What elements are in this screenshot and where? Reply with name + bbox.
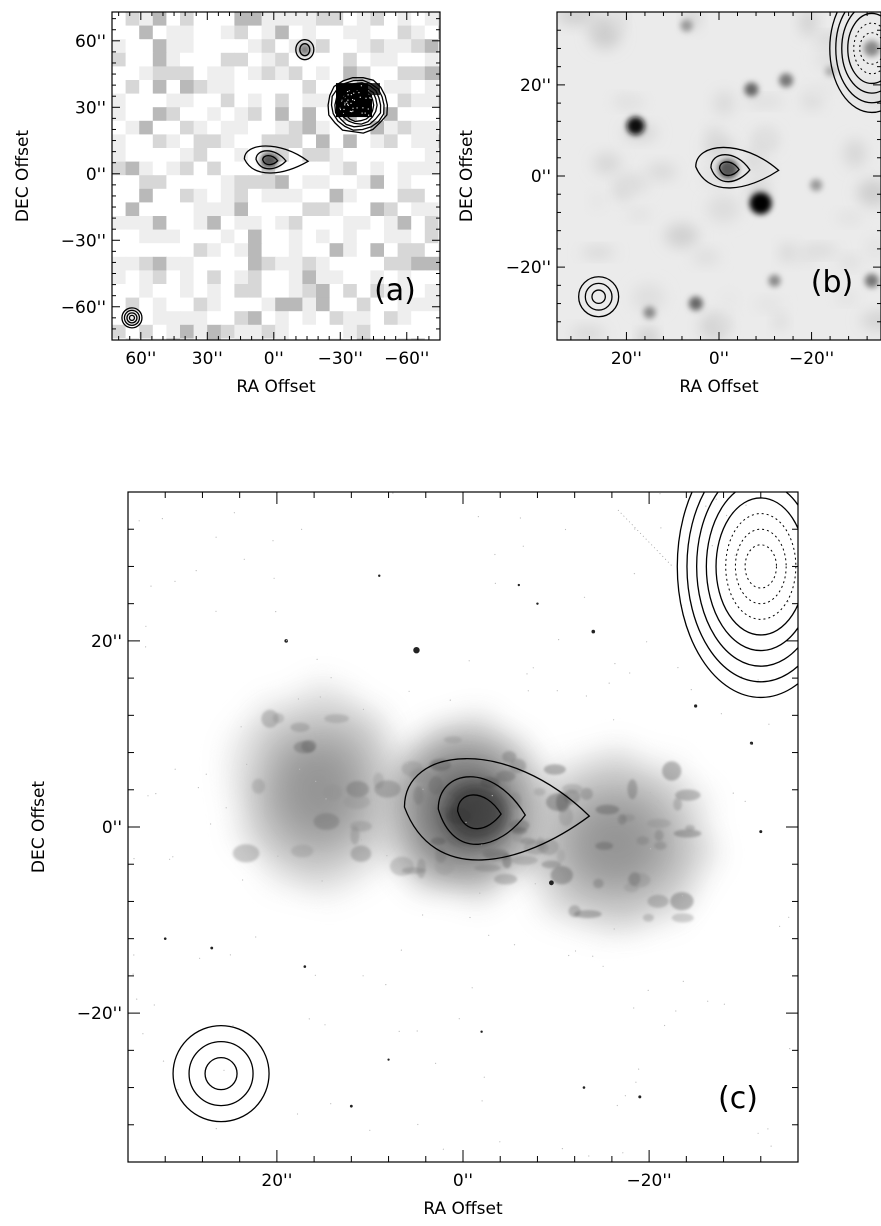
x-tick-label: −20'' (789, 349, 834, 369)
y-tick-label: 0'' (86, 165, 106, 185)
image-3 (128, 492, 798, 1162)
y-tick-label: 20'' (520, 76, 551, 96)
x-tick-label: −30'' (318, 349, 363, 369)
x-tick-label: 0'' (453, 1171, 473, 1191)
x-tick-label: 20'' (261, 1171, 292, 1191)
x-tick-label: 60'' (125, 349, 156, 369)
y-tick-label: 30'' (75, 98, 106, 118)
beam-3 (172, 1024, 270, 1123)
y-tick-label: −30'' (61, 231, 106, 251)
axes-1 (112, 12, 441, 341)
y-tick-label: −20'' (77, 1004, 122, 1024)
y-tick-label: 20'' (91, 632, 122, 652)
contours-2 (695, 12, 881, 189)
x-tick-label: 0'' (709, 349, 729, 369)
frame-1 (111, 11, 441, 341)
contours-3 (403, 492, 798, 861)
beam-1 (121, 307, 143, 329)
axes-3 (127, 491, 799, 1163)
beam-2 (578, 276, 620, 318)
panel-c: 20'' 0'' −20'' 20'' 0'' −20'' RA Offset DEC Off… (29, 491, 799, 1219)
panel-b: 20'' 0'' −20'' 20'' 0'' −20'' RA Offset DEC Off… (457, 11, 881, 397)
x-tick-label: 0'' (264, 349, 284, 369)
x-tick-label: −20'' (626, 1171, 671, 1191)
y-tick-label: −60'' (61, 298, 106, 318)
panel-label: (b) (811, 265, 853, 300)
panel-label: (c) (718, 1081, 758, 1116)
x-tick-label: 30'' (192, 349, 223, 369)
y-axis-label: DEC Offset (29, 781, 49, 874)
x-axis-label: RA Offset (236, 377, 316, 397)
x-axis-label: RA Offset (423, 1199, 503, 1219)
contours-1 (243, 39, 389, 174)
x-tick-label: −60'' (384, 349, 429, 369)
x-axis-label: RA Offset (679, 377, 759, 397)
y-tick-label: 60'' (75, 32, 106, 52)
y-tick-label: −20'' (506, 258, 551, 278)
axes-2 (557, 11, 881, 341)
y-tick-label: 0'' (102, 818, 122, 838)
image-2 (557, 12, 881, 340)
panel-a: 60'' 30'' 0'' −30'' −60'' 60'' 30'' 0'' −30'' −60… (13, 11, 441, 397)
x-tick-label: 20'' (611, 349, 642, 369)
image-1 (112, 12, 440, 340)
panel-label: (a) (374, 273, 416, 308)
y-tick-label: 0'' (531, 167, 551, 187)
y-axis-label: DEC Offset (13, 130, 33, 223)
y-axis-label: DEC Offset (457, 130, 477, 223)
